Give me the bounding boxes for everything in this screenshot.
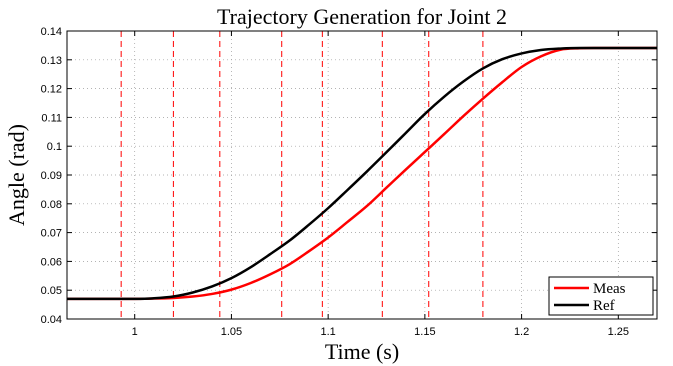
- legend: Meas Ref: [548, 276, 654, 316]
- x-tick-label: 1.15: [414, 326, 435, 338]
- legend-label-ref: Ref: [593, 298, 615, 314]
- y-tick-label: 0.11: [41, 112, 62, 124]
- x-tick-label: 1.1: [320, 326, 335, 338]
- y-axis-label: Angle (rad): [4, 124, 29, 226]
- y-tick-label: 0.08: [41, 199, 62, 211]
- y-tick-label: 0.14: [41, 26, 62, 38]
- series-line-ref: [66, 46, 658, 301]
- y-tick-label: 0.04: [41, 314, 62, 326]
- series-lines: [66, 46, 658, 301]
- x-tick-label: 1.25: [608, 326, 629, 338]
- grid-lines: [67, 30, 657, 320]
- y-tick-label: 0.12: [41, 84, 62, 96]
- x-tick-label: 1.05: [221, 326, 242, 338]
- y-tick-label: 0.1: [47, 141, 62, 153]
- axis-ticks: 1 1.05 1.1 1.15 1.2 1.25 0.04 0.05 0.06 0.07 0.08 0…: [41, 26, 657, 338]
- x-tick-label: 1: [132, 326, 138, 338]
- x-axis-label: Time (s): [325, 339, 399, 364]
- x-tick-label: 1.2: [514, 326, 529, 338]
- y-tick-label: 0.13: [41, 55, 62, 67]
- y-tick-label: 0.09: [41, 170, 62, 182]
- chart-title: Trajectory Generation for Joint 2: [217, 4, 507, 29]
- series-line-meas: [66, 46, 658, 301]
- y-tick-label: 0.07: [41, 228, 62, 240]
- legend-box: [548, 276, 654, 316]
- legend-label-meas: Meas: [593, 281, 626, 297]
- y-tick-label: 0.05: [41, 285, 62, 297]
- y-tick-label: 0.06: [41, 256, 62, 268]
- vertical-markers: [120, 31, 484, 319]
